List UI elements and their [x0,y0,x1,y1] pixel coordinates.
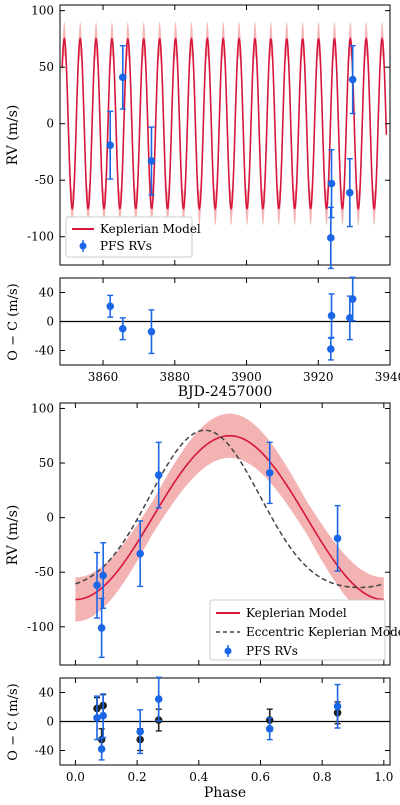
x-tick-label: 0.2 [128,770,147,784]
y-tick-label: 50 [39,60,54,74]
y-tick-label: -100 [27,620,54,634]
residual-points [93,676,342,761]
y-axis-label: O − C (m/s) [6,683,21,760]
x-tick-label: 1.0 [374,770,393,784]
residual-point [327,345,335,353]
residual-points [106,276,357,361]
legend-pfs-swatch [224,647,232,655]
legend-keplerian-label: Keplerian Model [100,222,201,236]
pfs-rv-point [333,534,342,543]
panel-rv-phase: -100 -50 0 50 100 RV (m/s) Keplerian Model E… [5,401,400,666]
pfs-rv-point [97,624,106,632]
pfs-rv-point [136,549,144,558]
eccentric-model-curve [75,429,385,589]
x-tick-label: 3940 [375,370,400,384]
keplerian-residual-point [265,724,274,733]
y-tick-label: -50 [35,565,54,579]
x-tick-label: 3880 [160,370,191,384]
keplerian-model-curve [75,434,384,601]
pfs-rv-point [327,234,335,242]
y-tick-label: 0 [46,511,54,525]
y-tick-label: -100 [27,230,54,244]
residual-point [327,311,336,320]
y-tick-label: -50 [35,173,54,187]
pfs-rv-point [147,157,156,165]
x-tick-label: 3900 [231,370,262,384]
x-axis-ticks: 3860 3880 3900 3920 3940 [88,278,400,384]
keplerian-residual-point [93,714,101,722]
legend: Keplerian Model PFS RVs [65,216,201,258]
pfs-rv-points [93,441,342,659]
x-tick-label: 0.4 [189,770,208,784]
legend: Keplerian Model Eccentric Keplerian Mode… [209,599,400,661]
x-tick-label: 3860 [88,370,119,384]
legend-keplerian-label: Keplerian Model [246,606,347,620]
y-tick-label: 0 [46,315,54,329]
y-tick-label: 100 [31,4,54,18]
y-axis-ticks: -40 0 40 [35,286,390,358]
y-axis-ticks: -100 -50 0 50 100 [27,4,390,244]
panel-residual-phase: -40 0 40 0.0 0.2 0.4 0.6 0.8 1.0 O − C (m/s) Ph… [6,676,393,801]
residual-point [118,324,127,333]
y-tick-label: 0 [46,117,54,131]
y-axis-label: RV (m/s) [5,105,21,166]
keplerian-residual-point [136,727,144,736]
pfs-rv-point [93,581,101,590]
panel-rv-time: -100 -50 0 50 100 RV (m/s) Keplerian Model P… [5,4,391,270]
legend-pfs-label: PFS RVs [100,239,152,253]
pfs-rv-point [346,188,354,197]
x-tick-label: 0.0 [66,770,85,784]
keplerian-residual-point [154,695,163,703]
pfs-rv-point [99,571,107,580]
x-tick-label: 0.8 [313,770,332,784]
y-tick-label: -40 [35,344,54,358]
legend-eccentric-label: Eccentric Keplerian Model [246,625,400,639]
y-axis-ticks: -40 0 40 [35,686,390,758]
keplerian-residual-point [99,711,107,720]
residual-point [346,314,354,322]
pfs-rv-points [106,44,357,270]
x-axis-label: BJD-2457000 [178,384,272,400]
pfs-rv-point [348,75,357,84]
keplerian-residual-point [333,702,342,711]
residual-point [348,295,357,303]
keplerian-model-curve [61,36,388,211]
y-tick-label: -40 [35,744,54,758]
x-axis-label: Phase [204,785,246,801]
y-tick-label: 50 [39,456,54,470]
x-tick-label: 3920 [303,370,334,384]
y-tick-label: 40 [39,286,54,300]
pfs-rv-point [265,469,274,477]
y-axis-label: O − C (m/s) [6,283,21,360]
y-tick-label: 100 [31,401,54,415]
pfs-rv-point [118,73,127,82]
x-axis-ticks: 0.0 0.2 0.4 0.6 0.8 1.0 [66,678,393,784]
keplerian-model-line [75,434,384,601]
y-axis-ticks: -100 -50 0 50 100 [27,401,390,634]
pfs-rv-point [327,179,336,188]
y-tick-label: 0 [46,715,54,729]
residual-point [106,302,115,311]
y-tick-label: 40 [39,686,54,700]
x-tick-label: 0.6 [251,770,270,784]
eccentric-model-line [75,429,385,589]
residual-point [147,327,156,336]
x-axis-ticks [102,5,391,265]
keplerian-model-line [61,36,388,211]
x-axis-ticks [74,403,385,665]
legend-pfs-label: PFS RVs [246,644,298,658]
y-axis-label: RV (m/s) [5,505,21,566]
pfs-rv-point [106,141,115,149]
pfs-rv-point [154,471,163,479]
keplerian-residual-point [97,745,106,753]
legend-pfs-swatch [79,242,87,250]
